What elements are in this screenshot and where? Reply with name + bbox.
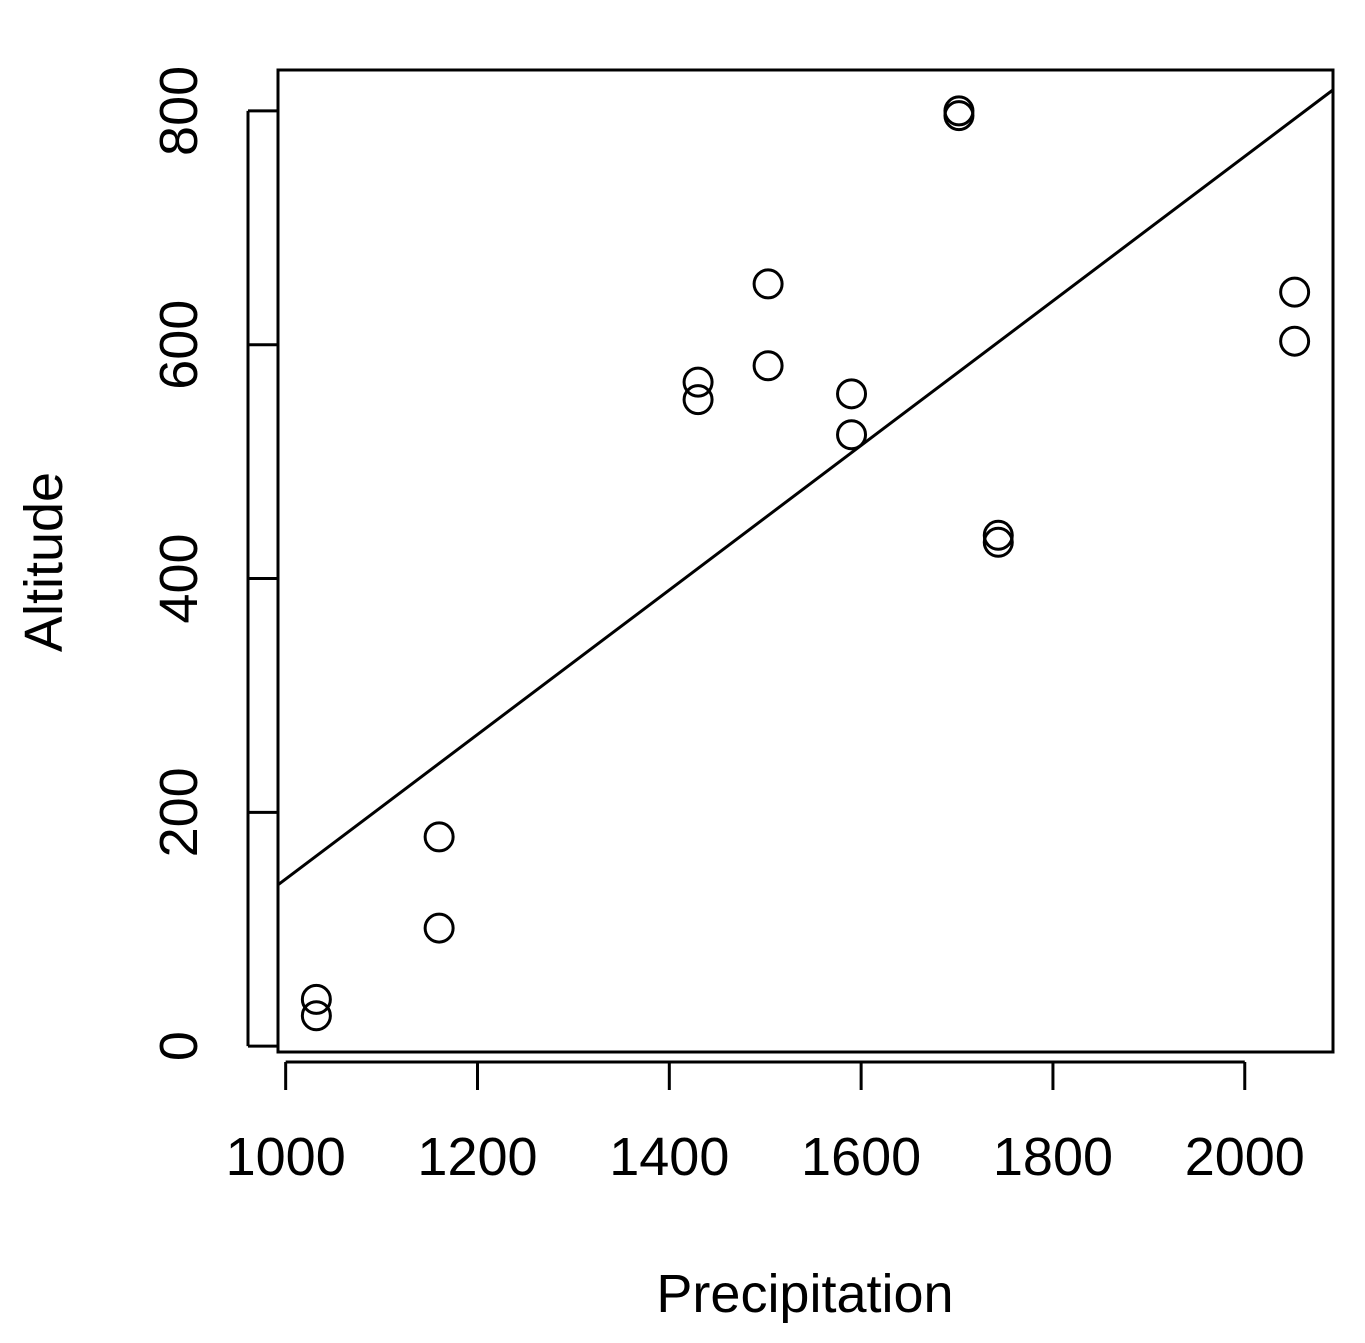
plot-frame [276, 68, 1335, 1054]
data-point-11 [943, 100, 975, 132]
y-tick-label-600: 600 [149, 300, 209, 390]
regression-line-group [277, 88, 1334, 887]
x-axis-label: Precipitation [656, 1264, 953, 1324]
data-point-3 [423, 912, 455, 944]
data-point-1 [300, 1000, 332, 1032]
data-point-12 [982, 519, 1014, 551]
y-tick-label-400: 400 [149, 533, 209, 623]
x-tick-label-1000: 1000 [226, 1127, 346, 1187]
data-point-14 [1279, 276, 1311, 308]
x-tick-label-1600: 1600 [801, 1127, 921, 1187]
data-point-8 [836, 378, 868, 410]
y-tick-label-800: 800 [149, 66, 209, 156]
data-point-0 [300, 983, 332, 1015]
x-tick-label-2000: 2000 [1185, 1127, 1305, 1187]
x-axis: 1000 1200 1400 1600 1800 2000 [226, 1060, 1305, 1187]
y-tick-label-200: 200 [149, 767, 209, 857]
data-point-7 [752, 350, 784, 382]
y-axis-label: Altitude [14, 472, 74, 652]
y-tick-label-0: 0 [149, 1031, 209, 1061]
x-tick-label-1400: 1400 [609, 1127, 729, 1187]
data-point-2 [423, 821, 455, 853]
y-axis: 0 200 400 600 800 [149, 66, 278, 1061]
data-point-9 [836, 419, 868, 451]
regression-line [277, 88, 1334, 887]
data-point-15 [1279, 325, 1311, 357]
x-tick-label-1200: 1200 [417, 1127, 537, 1187]
data-point-6 [752, 268, 784, 300]
data-point-13 [982, 526, 1014, 558]
data-point-4 [682, 366, 714, 398]
data-points [300, 95, 1311, 1032]
x-tick-label-1800: 1800 [993, 1127, 1113, 1187]
data-point-5 [682, 384, 714, 416]
